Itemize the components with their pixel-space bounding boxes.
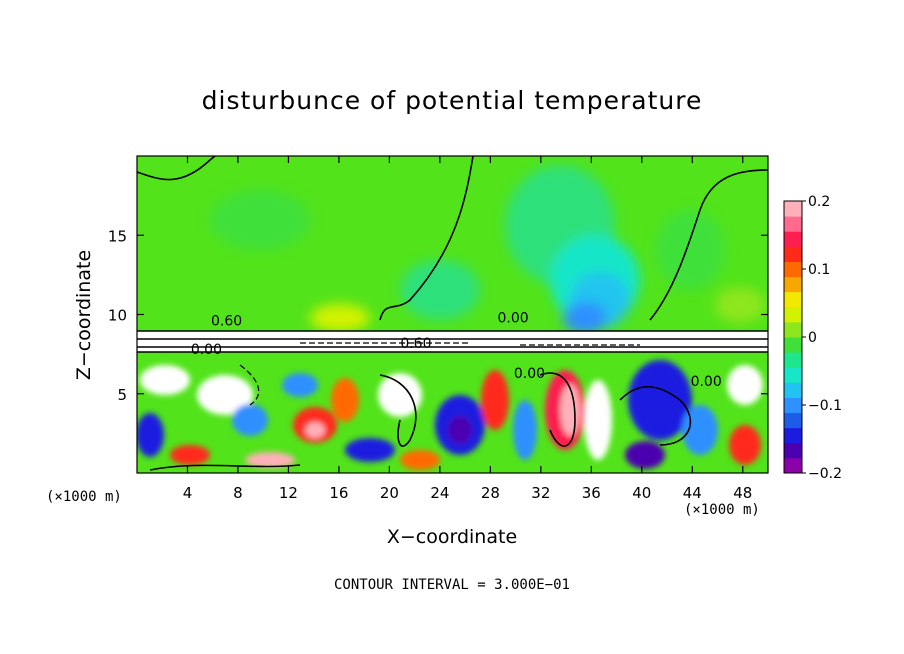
contour-label: 0.00: [514, 366, 545, 382]
colorbar-tick-label: 0.2: [808, 194, 830, 210]
contour-label: 0.60: [400, 336, 431, 352]
contour-label: 0.60: [211, 314, 242, 330]
colorbar-swatch: [784, 397, 802, 414]
x-unit-right: (×1000 m): [684, 502, 760, 518]
x-tick-label: 28: [481, 484, 500, 502]
contour-label: 0.00: [691, 374, 722, 390]
colorbar-swatch: [784, 276, 802, 293]
colorbar-swatch: [784, 321, 802, 338]
x-tick-label: 44: [683, 484, 702, 502]
colorbar-swatch: [784, 201, 802, 217]
colorbar-swatch: [784, 246, 802, 262]
colorbar-swatch: [784, 352, 802, 368]
colorbar-swatch: [784, 337, 802, 353]
colorbar-swatch: [784, 367, 802, 383]
x-unit-left: (×1000 m): [46, 489, 122, 505]
x-tick-label: 24: [430, 484, 449, 502]
y-tick-label: 15: [108, 227, 127, 245]
contour-interval-note: CONTOUR INTERVAL = 3.000E−01: [333, 577, 570, 593]
x-tick-label: 16: [329, 484, 348, 502]
colorbar-tick-label: −0.2: [808, 466, 842, 482]
x-tick-label: 20: [380, 484, 399, 502]
colorbar-swatch: [784, 261, 802, 278]
heatmap-field: 0.60 0.00 0.00 0.60 0.00 0.00: [137, 156, 768, 473]
colorbar-tick-label: −0.1: [808, 398, 842, 414]
colorbar-swatch: [784, 216, 802, 232]
x-tick-label: 4: [183, 484, 193, 502]
x-axis-label: X−coordinate: [386, 526, 518, 548]
x-tick-label: 48: [733, 484, 752, 502]
colorbar-tick-label: 0.1: [808, 262, 830, 278]
y-tick-label: 5: [117, 386, 127, 404]
colorbar-swatch: [784, 412, 802, 429]
contour-label: 0.00: [497, 310, 528, 326]
x-tick-label: 8: [233, 484, 243, 502]
contour-label: 0.00: [191, 342, 222, 358]
y-tick-label: 10: [108, 307, 127, 325]
x-tick-label: 36: [582, 484, 601, 502]
colorbar-swatch: [784, 231, 802, 247]
y-axis-label: Z−coordinate: [73, 249, 95, 381]
x-tick-label: 12: [279, 484, 298, 502]
colorbar-swatch: [784, 291, 802, 308]
chart-title: disturbunce of potential temperature: [201, 86, 703, 115]
colorbar-swatch: [784, 382, 802, 398]
colorbar-swatch: [784, 306, 802, 323]
colorbar-swatch: [784, 427, 802, 444]
colorbar-swatch: [784, 442, 802, 459]
colorbar-swatch: [784, 457, 802, 474]
colorbar-tick-label: 0: [808, 330, 817, 346]
x-tick-label: 32: [531, 484, 550, 502]
x-tick-label: 40: [632, 484, 651, 502]
